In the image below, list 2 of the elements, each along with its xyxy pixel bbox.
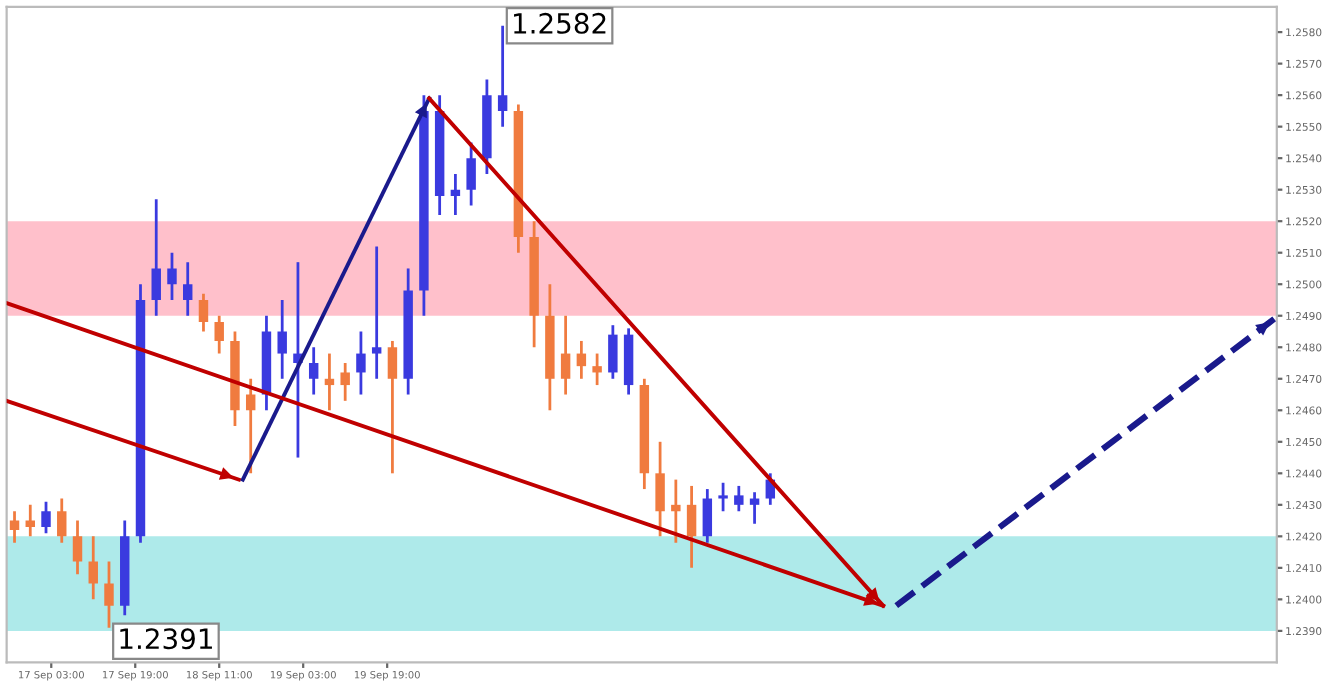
annotation: 1.2391	[120, 628, 212, 650]
annotation: 1.2582	[514, 12, 606, 34]
